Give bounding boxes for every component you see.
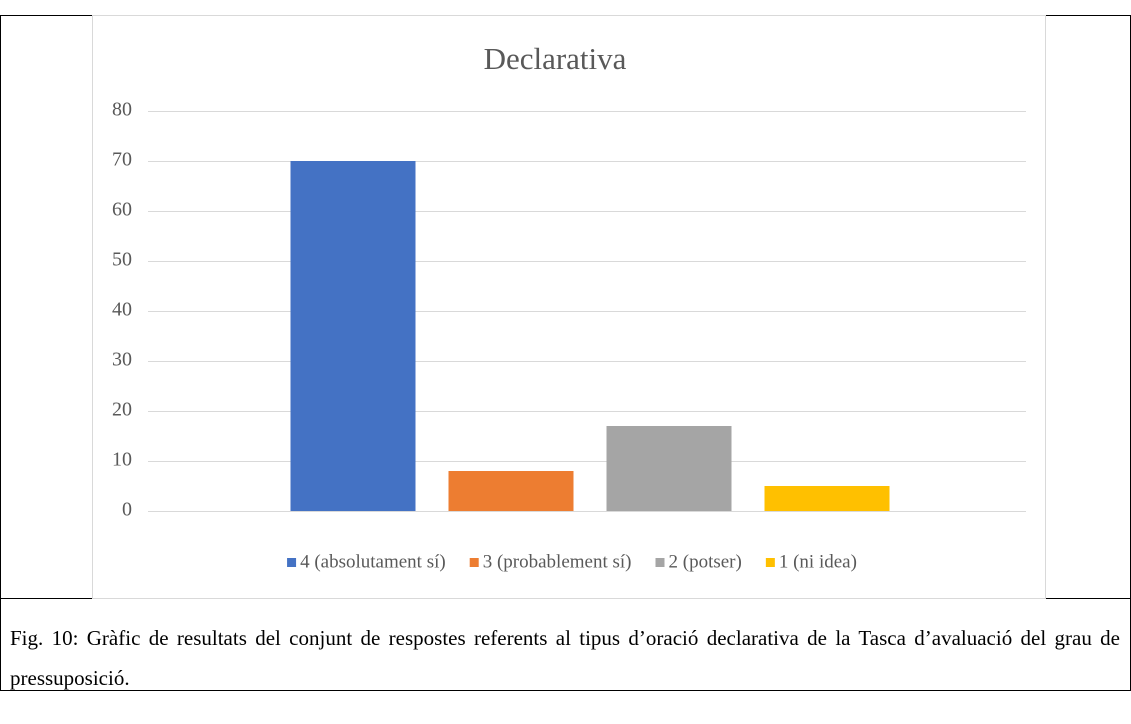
y-tick-label: 20 (112, 399, 132, 421)
bar (448, 471, 574, 511)
bar (290, 161, 416, 511)
bar (606, 426, 732, 511)
y-tick-label: 40 (112, 299, 132, 321)
caption: Fig. 10: Gràfic de resultats del conjunt… (10, 626, 1120, 690)
y-tick-label: 70 (112, 149, 132, 171)
legend-label: 3 (probablement sí) (483, 551, 632, 572)
figure-frame (0, 15, 1131, 691)
legend-label: 4 (absolutament sí) (300, 551, 446, 572)
y-tick-label: 80 (112, 99, 132, 121)
bar (764, 486, 890, 511)
y-tick-label: 60 (112, 199, 132, 221)
chart-title: Declarativa (484, 41, 627, 76)
legend-swatch (287, 558, 297, 567)
legend-label: 2 (potser) (669, 551, 742, 572)
y-tick-label: 10 (112, 449, 132, 471)
legend-label: 1 (ni idea) (779, 551, 857, 572)
legend-swatch (765, 558, 775, 567)
legend-swatch (469, 558, 479, 567)
y-tick-label: 50 (112, 249, 132, 271)
chart-frame (92, 15, 1046, 599)
y-tick-label: 30 (112, 349, 132, 371)
legend-swatch (655, 558, 665, 567)
y-tick-label: 0 (122, 499, 132, 521)
